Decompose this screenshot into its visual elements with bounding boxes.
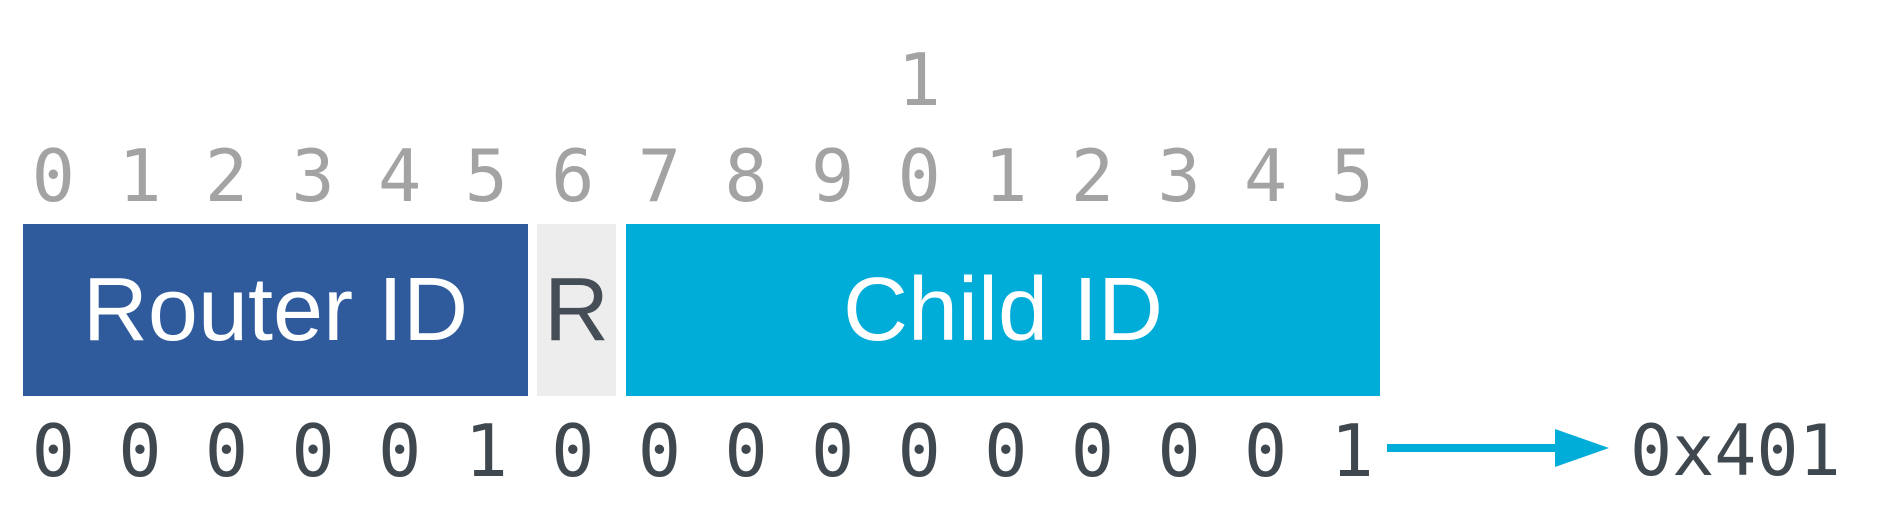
field-child-id: Child ID [626,224,1380,396]
bit-index-cell-15: 5 [1330,134,1374,218]
binary-bit-cell-7: 0 [637,409,682,493]
hex-value: 0x401 [1630,410,1841,492]
bit-index-tens-cell-14 [1222,44,1309,116]
bit-index-tens-cell-8 [703,44,790,116]
bit-index-cell-11: 1 [984,134,1028,218]
bit-index-tens-cell-7 [616,44,703,116]
bit-index-tens-cell-5 [443,44,530,116]
bit-index-tens-cell-3 [270,44,357,116]
field-r-flag-label: R [544,259,609,360]
bit-index-cell-13: 3 [1157,134,1201,218]
bit-index-cell-12: 2 [1070,134,1115,218]
field-router-id-label: Router ID [82,259,469,360]
binary-bit-cell-4: 0 [377,409,422,493]
binary-bit-cell-9: 0 [810,409,855,493]
bit-index-cell-0: 0 [31,134,75,218]
bit-index-tens-cell-10: 1 [897,38,941,122]
binary-bit-cell-8: 0 [724,409,768,493]
bit-index-cell-6: 6 [551,134,595,218]
bit-index-tens-cell-1 [97,44,184,116]
bit-index-cell-3: 3 [291,134,335,218]
bit-index-cell-1: 1 [118,134,162,218]
binary-bit-cell-5: 1 [464,409,508,493]
binary-bit-cell-3: 0 [291,409,335,493]
bit-index-tens-cell-15 [1309,44,1396,116]
binary-bit-cell-14: 0 [1243,409,1288,493]
binary-bit-cell-12: 0 [1070,409,1115,493]
bit-index-tens-cell-4 [356,44,443,116]
field-child-id-label: Child ID [842,259,1164,360]
bit-index-tens-cell-6 [530,44,617,116]
binary-bit-cell-1: 0 [118,409,162,493]
bit-index-cell-9: 9 [810,134,855,218]
binary-bit-cell-2: 0 [204,409,249,493]
bit-index-cell-4: 4 [377,134,422,218]
bit-index-cell-8: 8 [724,134,768,218]
binary-bit-cell-6: 0 [551,409,595,493]
bit-index-cell-14: 4 [1243,134,1288,218]
arrow-right-icon [1387,429,1609,467]
binary-bit-cell-10: 0 [897,409,941,493]
bit-index-cell-2: 2 [204,134,249,218]
bit-index-tens-cell-2 [183,44,270,116]
bit-index-tens-cell-11 [963,44,1050,116]
binary-bit-cell-15: 1 [1330,409,1374,493]
bit-index-tens-cell-0 [10,44,97,116]
bit-index-tens-cell-13 [1136,44,1223,116]
bit-index-cell-7: 7 [637,134,682,218]
binary-bit-cell-13: 0 [1157,409,1201,493]
bit-index-tens-cell-9 [789,44,876,116]
bit-index-tens-cell-12 [1049,44,1136,116]
bit-index-cell-10: 0 [897,134,941,218]
field-r-flag: R [537,224,616,396]
binary-bit-cell-0: 0 [31,409,75,493]
binary-bit-cell-11: 0 [984,409,1028,493]
bit-index-tens-row: 1 [10,44,1396,116]
bit-index-cell-5: 5 [464,134,508,218]
field-router-id: Router ID [23,224,528,396]
